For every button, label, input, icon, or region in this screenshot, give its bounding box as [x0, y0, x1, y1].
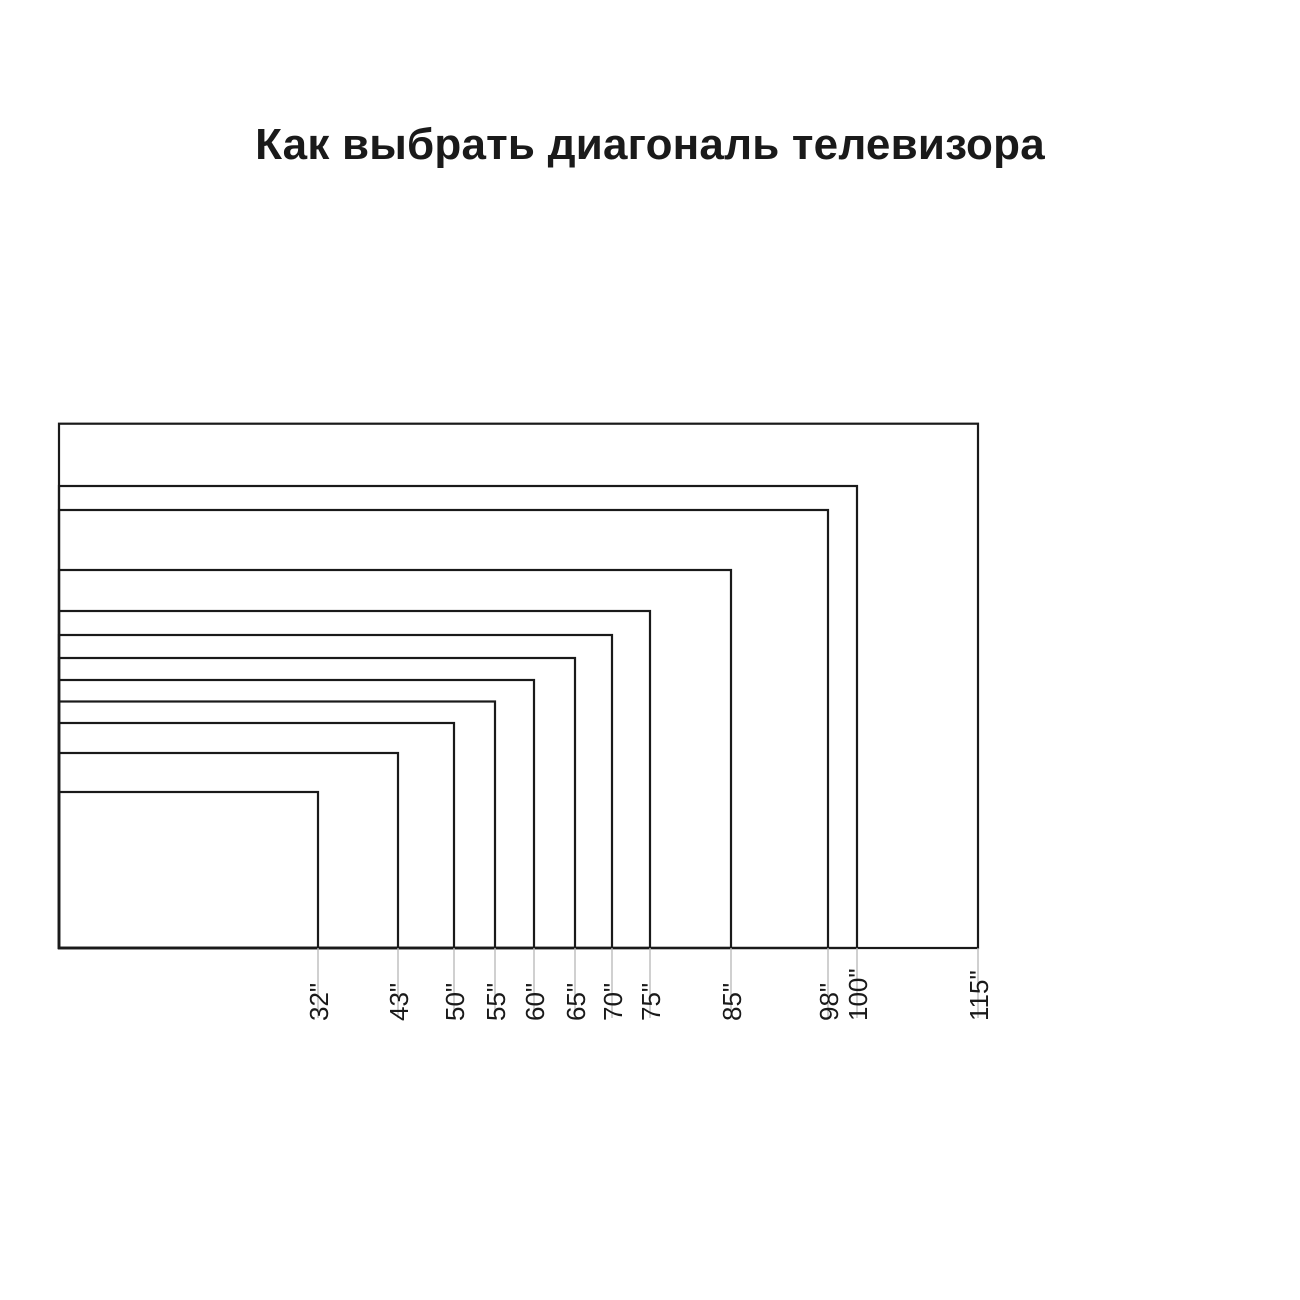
svg-text:60": 60" — [520, 983, 550, 1021]
svg-text:55": 55" — [481, 983, 511, 1021]
svg-text:65": 65" — [561, 983, 591, 1021]
svg-text:85": 85" — [717, 983, 747, 1021]
svg-text:100": 100" — [843, 968, 873, 1021]
svg-text:98": 98" — [814, 983, 844, 1021]
svg-text:32": 32" — [304, 983, 334, 1021]
svg-text:115": 115" — [964, 970, 994, 1021]
svg-text:50": 50" — [440, 983, 470, 1021]
svg-text:75": 75" — [636, 983, 666, 1021]
svg-text:43": 43" — [384, 983, 414, 1021]
svg-text:70": 70" — [598, 983, 628, 1021]
